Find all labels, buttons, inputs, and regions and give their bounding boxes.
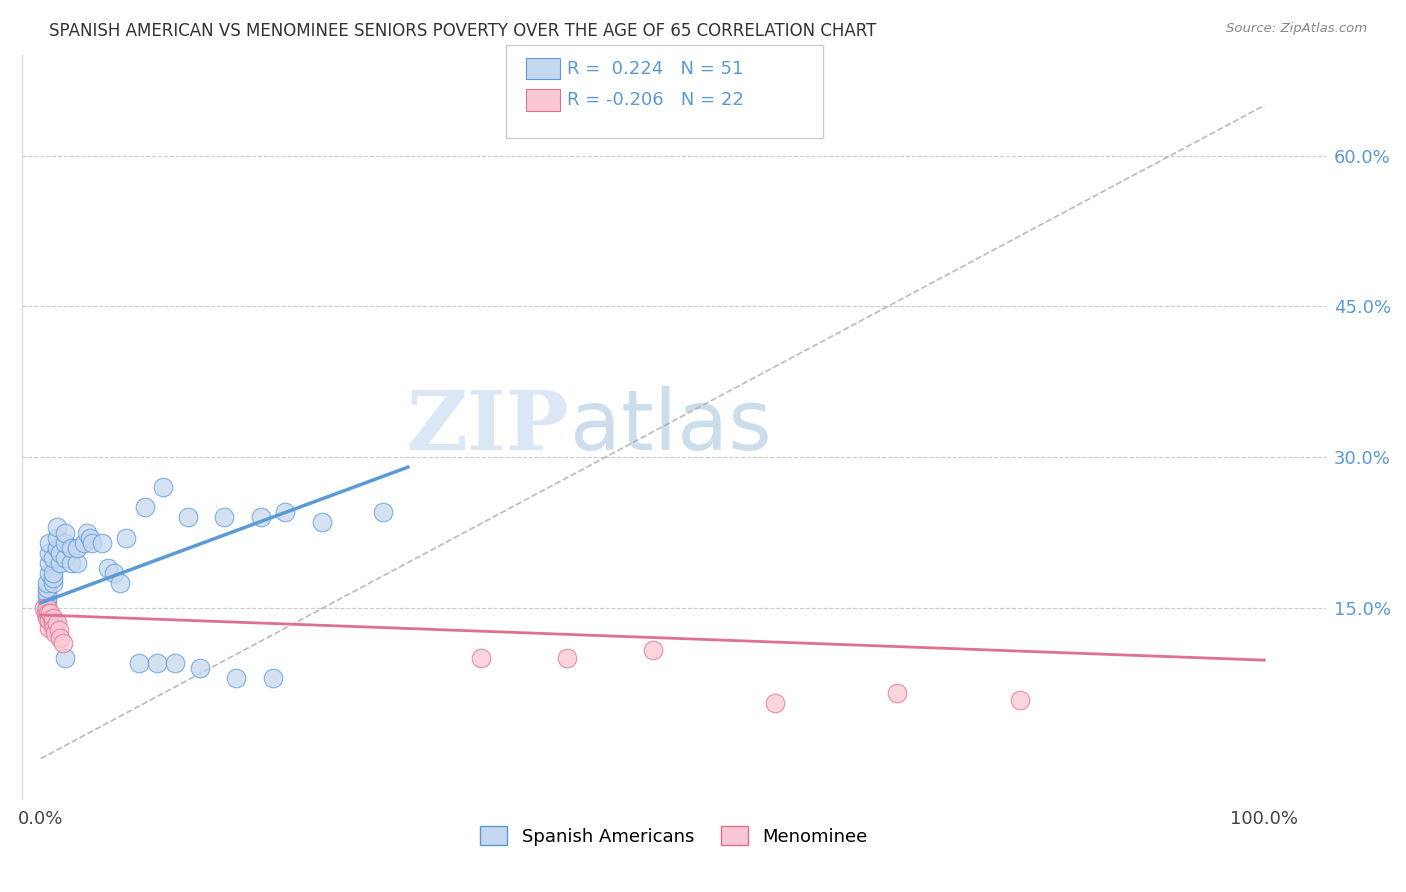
Point — [42, 566, 65, 580]
Point — [35, 581, 58, 595]
Point — [35, 586, 58, 600]
Point — [38, 613, 60, 627]
Point — [763, 697, 786, 711]
Point — [53, 535, 76, 549]
Point — [66, 541, 89, 555]
Point — [34, 600, 56, 615]
Point — [37, 606, 59, 620]
Point — [42, 615, 65, 630]
Point — [34, 606, 56, 620]
Point — [48, 623, 70, 637]
Point — [45, 520, 67, 534]
Text: Source: ZipAtlas.com: Source: ZipAtlas.com — [1226, 22, 1367, 36]
Point — [212, 510, 235, 524]
Point — [250, 510, 273, 524]
Point — [38, 621, 60, 635]
Point — [80, 535, 103, 549]
Point — [49, 546, 72, 560]
Point — [225, 671, 247, 685]
Point — [165, 656, 187, 670]
Point — [45, 615, 67, 630]
Point — [555, 651, 578, 665]
Point — [35, 606, 58, 620]
Text: ZIP: ZIP — [408, 387, 569, 467]
Point — [45, 541, 67, 555]
Point — [115, 531, 138, 545]
Point — [38, 535, 60, 549]
Point — [35, 591, 58, 605]
Point — [103, 566, 125, 580]
Point — [35, 600, 58, 615]
Point — [373, 505, 395, 519]
Point — [38, 556, 60, 570]
Point — [39, 606, 62, 620]
Point — [146, 656, 169, 670]
Point — [53, 550, 76, 565]
Point — [42, 575, 65, 590]
Point — [35, 600, 58, 615]
Point — [1008, 693, 1031, 707]
Point — [38, 566, 60, 580]
Point — [97, 560, 120, 574]
Point — [641, 643, 664, 657]
Point — [44, 621, 66, 635]
Point — [49, 556, 72, 570]
Point — [44, 626, 66, 640]
Point — [188, 661, 211, 675]
Point — [42, 571, 65, 585]
Point — [262, 671, 284, 685]
Point — [72, 535, 94, 549]
Point — [53, 525, 76, 540]
Legend: Spanish Americans, Menominee: Spanish Americans, Menominee — [479, 826, 868, 846]
Point — [60, 556, 83, 570]
Point — [52, 636, 75, 650]
Point — [110, 575, 132, 590]
Point — [35, 596, 58, 610]
Point — [45, 531, 67, 545]
Point — [152, 480, 174, 494]
Text: R = -0.206   N = 22: R = -0.206 N = 22 — [567, 91, 744, 109]
Point — [53, 651, 76, 665]
Point — [128, 656, 150, 670]
Point — [60, 541, 83, 555]
Point — [79, 531, 101, 545]
Point — [134, 500, 156, 515]
Point — [176, 510, 198, 524]
Point — [35, 575, 58, 590]
Point — [470, 651, 492, 665]
Point — [90, 535, 112, 549]
Point — [35, 611, 58, 625]
Point — [274, 505, 297, 519]
Text: SPANISH AMERICAN VS MENOMINEE SENIORS POVERTY OVER THE AGE OF 65 CORRELATION CHA: SPANISH AMERICAN VS MENOMINEE SENIORS PO… — [49, 22, 876, 40]
Point — [42, 611, 65, 625]
Point — [38, 546, 60, 560]
Text: atlas: atlas — [569, 386, 772, 467]
Point — [42, 550, 65, 565]
Point — [311, 516, 333, 530]
Point — [49, 631, 72, 645]
Point — [66, 556, 89, 570]
Point — [76, 525, 98, 540]
Point — [886, 686, 908, 700]
Text: R =  0.224   N = 51: R = 0.224 N = 51 — [567, 60, 742, 78]
